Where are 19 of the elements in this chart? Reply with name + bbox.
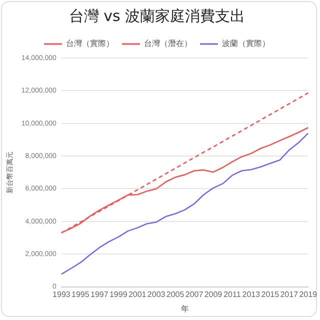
x-tick-label: 1993 bbox=[52, 290, 71, 299]
chart-title: 台灣 vs 波蘭家庭消費支出 bbox=[68, 6, 246, 25]
x-tick-label: 2005 bbox=[166, 290, 185, 299]
x-tick-label: 2011 bbox=[224, 290, 242, 299]
x-tick-label: 1995 bbox=[72, 290, 90, 299]
x-tick-label: 1997 bbox=[90, 290, 109, 299]
x-tick-label: 2001 bbox=[128, 290, 147, 299]
x-tick-label: 2007 bbox=[185, 290, 204, 299]
x-tick-label: 2017 bbox=[280, 290, 299, 299]
x-tick-label: 2019 bbox=[299, 290, 318, 299]
x-tick-label: 2003 bbox=[147, 290, 166, 299]
legend-label: 台灣（潛在） bbox=[144, 39, 192, 48]
x-tick-label: 2009 bbox=[204, 290, 223, 299]
x-tick-label: 2015 bbox=[261, 290, 280, 299]
x-tick-label: 2013 bbox=[242, 290, 261, 299]
x-tick-label: 1999 bbox=[109, 290, 128, 299]
x-axis-title: 年 bbox=[180, 304, 189, 314]
legend-label: 波蘭（實際） bbox=[222, 39, 270, 48]
legend-label: 台灣（實際） bbox=[66, 39, 114, 48]
